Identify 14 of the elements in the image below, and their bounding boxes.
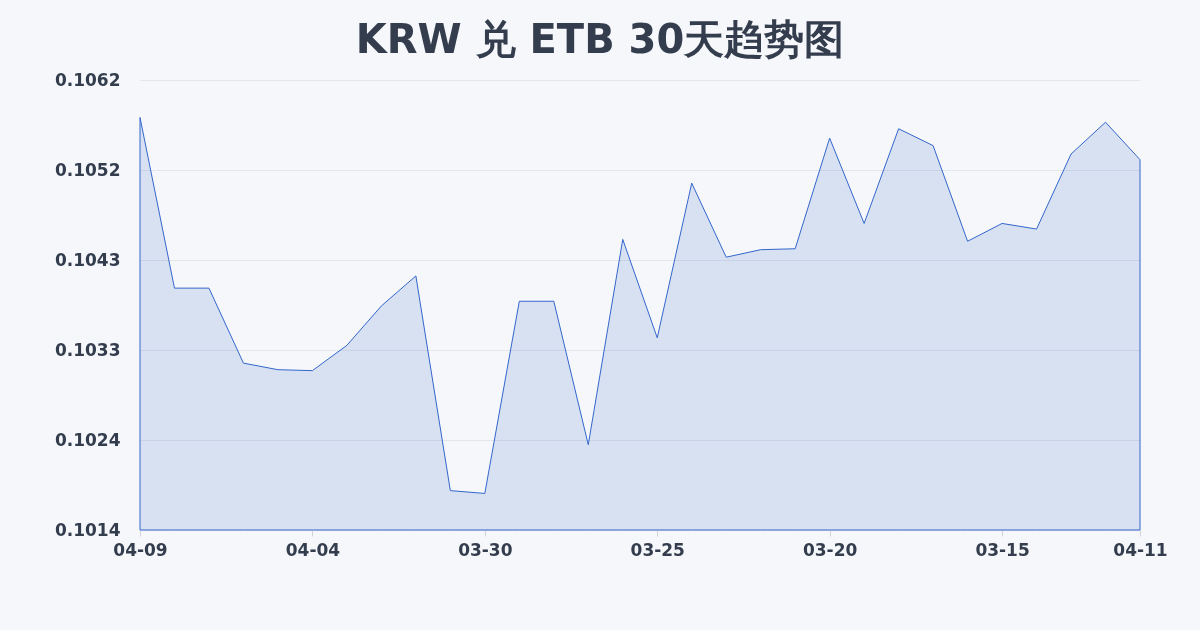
x-tick-label: 04-04 (285, 539, 341, 560)
y-tick-label: 0.1033 (54, 339, 121, 360)
y-tick-label: 0.1043 (54, 249, 121, 270)
x-tick-label: 03-20 (802, 539, 858, 560)
y-tick-label: 0.1024 (54, 429, 121, 450)
x-tick-label: 04-09 (113, 539, 168, 560)
y-tick-label: 0.1052 (54, 159, 121, 180)
y-tick-label: 0.1062 (54, 69, 121, 90)
x-tick-label: 03-15 (975, 539, 1030, 560)
x-tick-label: 04-11 (1113, 539, 1168, 560)
x-tick-label: 03-30 (458, 539, 513, 560)
chart-title: KRW 兑 ETB 30天趋势图 (355, 16, 845, 62)
y-tick-label: 0.1014 (54, 519, 121, 540)
x-tick-label: 03-25 (630, 539, 685, 560)
